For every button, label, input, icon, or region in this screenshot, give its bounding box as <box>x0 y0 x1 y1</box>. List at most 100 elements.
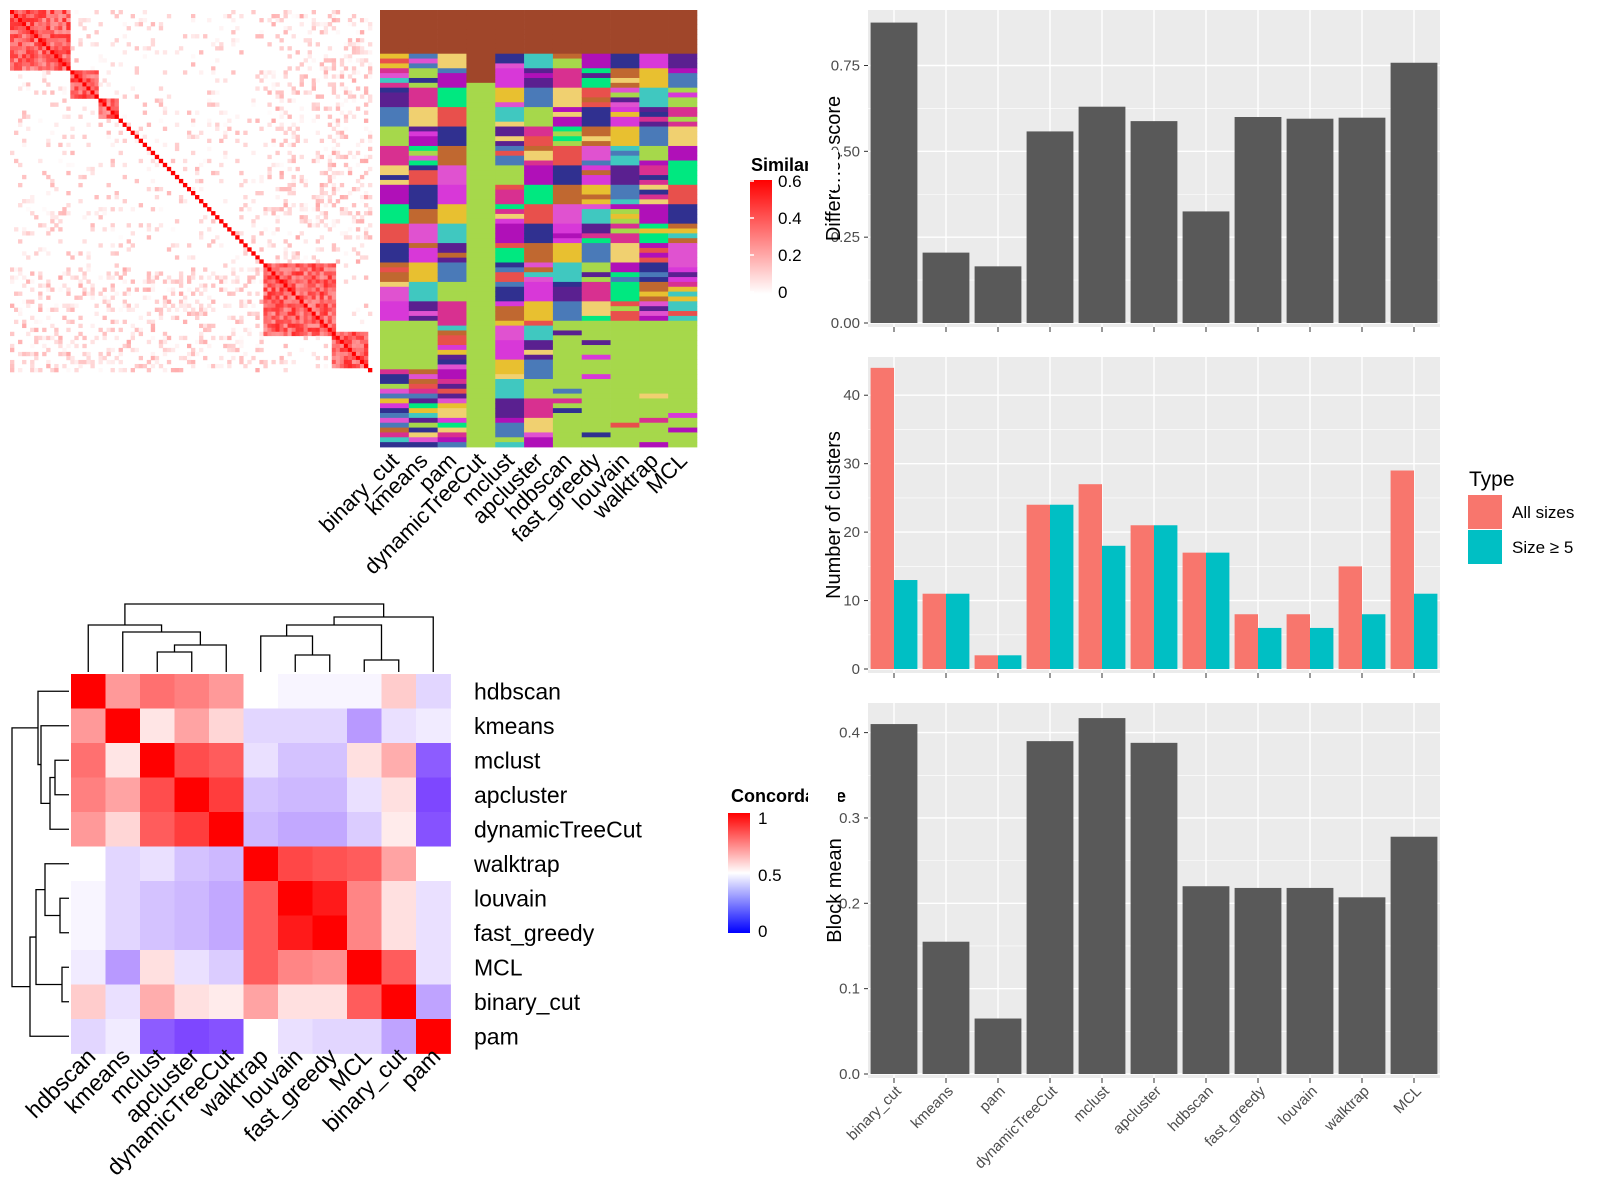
concordance-cell <box>278 708 313 744</box>
similarity-cell <box>38 307 43 312</box>
similarity-cell <box>30 18 35 23</box>
similarity-cell <box>166 94 172 99</box>
similarity-cell <box>203 311 208 316</box>
assignment-cell <box>581 247 611 254</box>
concordance-cell <box>312 846 348 882</box>
assignment-cell <box>495 14 525 21</box>
similarity-cell <box>191 267 196 272</box>
similarity-cell <box>323 58 329 63</box>
assignment-cell <box>437 301 467 307</box>
similarity-cell <box>14 46 19 51</box>
similarity-cell <box>331 182 337 188</box>
similarity-cell <box>191 291 196 296</box>
assignment-cell <box>466 111 496 118</box>
similarity-cell <box>191 347 196 353</box>
assignment-cell <box>552 252 583 259</box>
similarity-cell <box>303 267 308 272</box>
assignment-cell <box>552 194 583 200</box>
assignment-cell <box>668 442 698 448</box>
similarity-cell <box>10 54 15 59</box>
similarity-cell <box>82 271 87 276</box>
assignment-cell <box>437 10 467 16</box>
similarity-cell <box>66 18 71 23</box>
similarity-cell <box>46 227 51 232</box>
similarity-cell <box>259 247 264 252</box>
assignment-cell <box>552 257 583 263</box>
similarity-cell <box>14 227 19 232</box>
similarity-cell <box>18 30 23 35</box>
concordance-cell <box>71 846 106 882</box>
similarity-cell <box>283 70 288 75</box>
similarity-cell <box>122 271 127 276</box>
similarity-cell <box>34 58 39 63</box>
similarity-cell <box>291 203 296 208</box>
assignment-cell <box>668 281 698 288</box>
assignment-cell <box>495 53 525 59</box>
similarity-cell <box>327 275 333 280</box>
similarity-cell <box>291 158 296 164</box>
assignment-cell <box>610 213 640 220</box>
assignment-cell <box>668 315 698 322</box>
similarity-cell <box>34 327 39 333</box>
assignment-cell <box>524 165 554 171</box>
assignment-cell <box>466 58 496 64</box>
assignment-cell <box>495 408 525 414</box>
similarity-cell <box>279 98 284 103</box>
similarity-cell <box>66 291 71 296</box>
similarity-cell <box>118 150 123 156</box>
assignment-cell <box>408 247 438 254</box>
similarity-cell <box>22 82 27 87</box>
similarity-cell <box>42 78 47 83</box>
similarity-cell <box>26 34 31 39</box>
similarity-cell <box>359 18 365 23</box>
assignment-cell <box>552 145 583 152</box>
similarity-cell <box>359 182 365 188</box>
similarity-cell <box>339 211 345 216</box>
similarity-cell <box>319 138 325 144</box>
assignment-cell <box>495 209 525 215</box>
concordance-cell <box>243 777 279 813</box>
assignment-cell <box>668 422 698 428</box>
concordance-cell <box>209 915 244 951</box>
assignment-cell <box>524 281 554 288</box>
similarity-cell <box>199 219 204 224</box>
assignment-cell <box>495 257 525 263</box>
similarity-cell <box>251 219 256 224</box>
similarity-cell <box>299 319 304 325</box>
similarity-cell <box>267 166 272 172</box>
similarity-cell <box>339 182 345 188</box>
similarity-cell <box>42 90 47 95</box>
assignment-cell <box>552 141 583 147</box>
assignment-cell <box>581 53 611 59</box>
assignment-cell <box>408 301 438 307</box>
similarity-cell <box>86 351 91 357</box>
similarity-cell <box>18 339 23 345</box>
similarity-cell <box>347 227 353 232</box>
similarity-cell <box>58 26 63 31</box>
assignment-cell <box>408 281 438 288</box>
assignment-cell <box>639 53 669 59</box>
similarity-cell <box>347 359 353 365</box>
similarity-cell <box>186 275 192 280</box>
similarity-cell <box>146 279 152 284</box>
similarity-cell <box>191 34 196 39</box>
similarity-cell <box>339 343 345 349</box>
similarity-cell <box>211 42 216 47</box>
similarity-cell <box>327 263 333 268</box>
similarity-cell <box>10 26 15 31</box>
assignment-cell <box>639 306 669 312</box>
assignment-cell <box>437 194 467 200</box>
assignment-cell <box>495 68 525 74</box>
similarity-cell <box>295 303 300 308</box>
similarity-cell <box>315 247 321 252</box>
similarity-cell <box>26 303 31 308</box>
similarity-cell <box>70 275 75 280</box>
similarity-cell <box>203 158 208 164</box>
similarity-cell <box>343 46 349 51</box>
assignment-cell <box>408 213 438 220</box>
similarity-cell <box>10 50 15 55</box>
similarity-cell <box>271 323 276 329</box>
assignment-cell <box>610 34 640 40</box>
assignment-cell <box>380 77 410 84</box>
